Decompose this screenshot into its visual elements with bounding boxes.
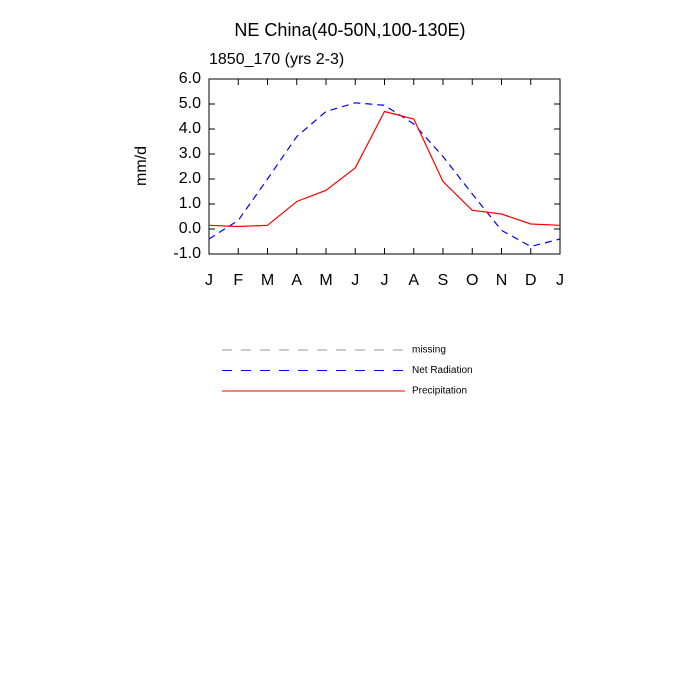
chart-subtitle: 1850_170 (yrs 2-3) bbox=[209, 51, 344, 68]
y-tick-label: 2.0 bbox=[179, 170, 201, 187]
x-tick-label: J bbox=[381, 272, 389, 289]
x-tick-label: D bbox=[525, 272, 537, 289]
x-tick-label: O bbox=[466, 272, 478, 289]
series-line bbox=[208, 110, 561, 228]
y-axis-label: mm/d bbox=[133, 146, 150, 186]
y-tick-label: 1.0 bbox=[179, 195, 201, 212]
legend-label: Net Radiation bbox=[412, 365, 473, 376]
legend-label: Precipitation bbox=[412, 386, 467, 397]
x-tick-label: M bbox=[319, 272, 332, 289]
x-tick-label: S bbox=[438, 272, 449, 289]
y-tick-label: -1.0 bbox=[173, 245, 201, 262]
x-tick-label: J bbox=[556, 272, 564, 289]
x-tick-label: M bbox=[261, 272, 274, 289]
series-line bbox=[208, 102, 561, 248]
chart-title: NE China(40-50N,100-130E) bbox=[234, 20, 465, 40]
x-tick-label: A bbox=[291, 272, 302, 289]
x-tick-label: A bbox=[408, 272, 419, 289]
legend-label: missing bbox=[412, 345, 446, 356]
y-tick-label: 6.0 bbox=[179, 70, 201, 87]
y-tick-label: 5.0 bbox=[179, 95, 201, 112]
x-tick-label: J bbox=[351, 272, 359, 289]
x-tick-label: N bbox=[496, 272, 508, 289]
x-tick-label: J bbox=[205, 272, 213, 289]
y-tick-label: 0.0 bbox=[179, 220, 201, 237]
y-tick-label: 4.0 bbox=[179, 120, 201, 137]
y-tick-label: 3.0 bbox=[179, 145, 201, 162]
x-tick-label: F bbox=[233, 272, 243, 289]
